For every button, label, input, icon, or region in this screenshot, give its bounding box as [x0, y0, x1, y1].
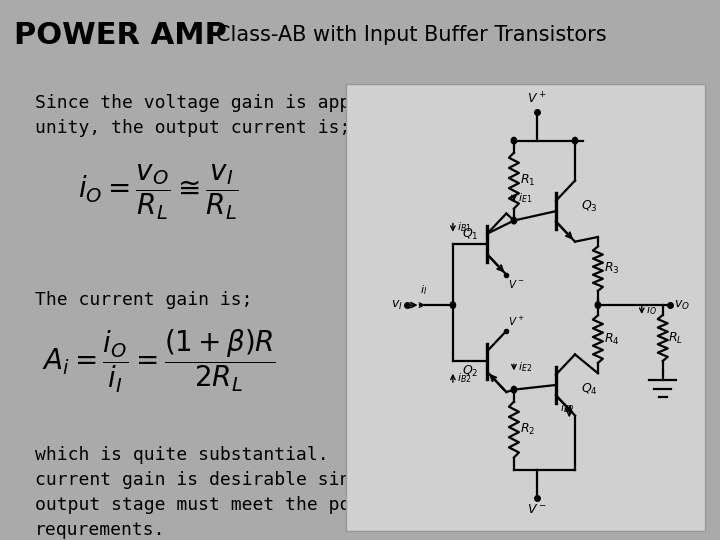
- Text: $i_O = \dfrac{v_O}{R_L} \cong \dfrac{v_I}{R_L}$: $i_O = \dfrac{v_O}{R_L} \cong \dfrac{v_I…: [78, 163, 238, 222]
- Text: $A_i = \dfrac{i_O}{i_I} = \dfrac{(1+\beta)R}{2R_L}$: $A_i = \dfrac{i_O}{i_I} = \dfrac{(1+\bet…: [42, 328, 276, 395]
- Text: $R_4$: $R_4$: [603, 332, 619, 347]
- Circle shape: [511, 217, 517, 224]
- Text: POWER AMP: POWER AMP: [14, 21, 228, 50]
- Text: Since the voltage gain is approximately
unity, the output current is;: Since the voltage gain is approximately …: [35, 94, 459, 137]
- Text: $R_1$: $R_1$: [520, 173, 535, 188]
- Text: $Q_4$: $Q_4$: [581, 382, 598, 397]
- Text: $R_2$: $R_2$: [520, 422, 535, 437]
- Text: which is quite substantial.  A large
current gain is desirable since the
output : which is quite substantial. A large curr…: [35, 446, 427, 539]
- Text: $V^-$: $V^-$: [508, 278, 525, 290]
- Circle shape: [511, 137, 517, 144]
- Text: $i_{B1}$: $i_{B1}$: [457, 221, 472, 234]
- Text: $Q_1$: $Q_1$: [462, 227, 478, 242]
- Text: $V^+$: $V^+$: [527, 92, 546, 107]
- Text: $R_3$: $R_3$: [603, 261, 619, 276]
- Circle shape: [450, 302, 456, 308]
- Circle shape: [511, 387, 517, 393]
- Text: $i_{E1}$: $i_{E1}$: [518, 191, 532, 205]
- Text: $i_I$: $i_I$: [420, 283, 427, 296]
- Text: $i_{B2}$: $i_{B2}$: [457, 371, 472, 385]
- Text: $v_O$: $v_O$: [674, 299, 690, 312]
- Text: $i_O$: $i_O$: [646, 303, 657, 316]
- Text: $i_{E2}$: $i_{E2}$: [518, 360, 532, 374]
- Text: The current gain is;: The current gain is;: [35, 291, 253, 309]
- Circle shape: [572, 137, 577, 144]
- Text: $Q_2$: $Q_2$: [462, 364, 478, 379]
- Text: $Q_3$: $Q_3$: [581, 199, 598, 214]
- Text: $R_L$: $R_L$: [668, 330, 683, 346]
- Text: $V^-$: $V^-$: [527, 503, 546, 516]
- Text: $v_I$: $v_I$: [391, 299, 402, 312]
- Circle shape: [595, 302, 600, 308]
- Text: $V^+$: $V^+$: [508, 315, 525, 328]
- Text: Class-AB with Input Buffer Transistors: Class-AB with Input Buffer Transistors: [216, 25, 607, 45]
- Text: $i_{E2}$: $i_{E2}$: [560, 402, 575, 415]
